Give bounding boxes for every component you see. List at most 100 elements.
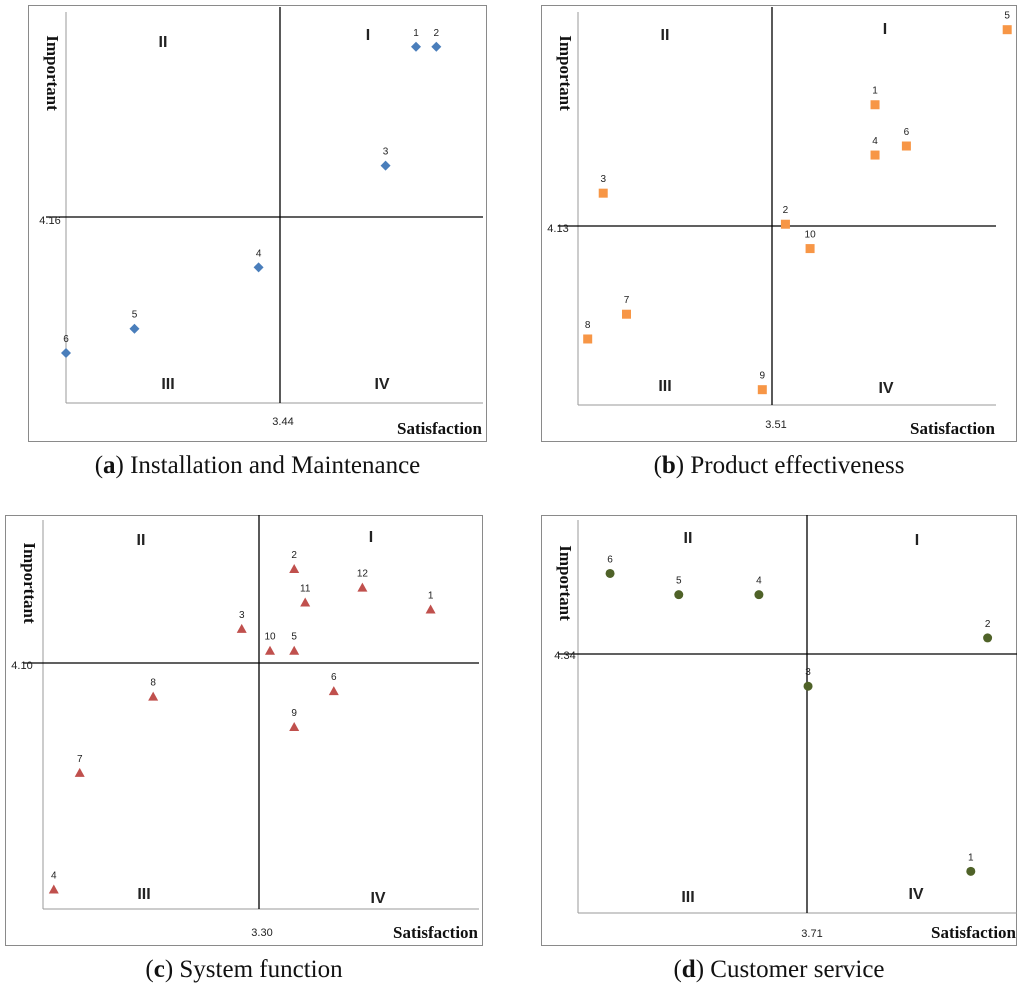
quadrant-label-iv: IV xyxy=(374,376,389,393)
panel-title: System function xyxy=(179,956,343,983)
panel-caption: (d) Customer service xyxy=(673,956,885,983)
quadrant-label-iv: IV xyxy=(908,886,923,903)
quadrant-label-ii: II xyxy=(661,27,670,44)
chart-frame xyxy=(28,5,487,442)
data-label-5: 5 xyxy=(1004,11,1010,22)
data-label-4: 4 xyxy=(756,576,762,587)
data-point-10 xyxy=(265,645,275,655)
x-threshold-label: 3.44 xyxy=(272,416,293,428)
data-label-9: 9 xyxy=(291,708,297,719)
data-point-9 xyxy=(289,721,300,731)
y-threshold-label: 4.34 xyxy=(554,650,575,662)
data-label-1: 1 xyxy=(428,590,434,601)
data-label-3: 3 xyxy=(805,667,811,678)
data-point-3 xyxy=(803,681,813,691)
quadrant-label-iv: IV xyxy=(370,890,385,907)
data-point-4 xyxy=(253,262,264,273)
data-label-5: 5 xyxy=(676,576,682,587)
quadrant-label-ii: II xyxy=(684,530,693,547)
data-label-10: 10 xyxy=(805,230,817,241)
data-label-10: 10 xyxy=(264,632,276,643)
x-threshold-label: 3.51 xyxy=(765,419,786,431)
quadrant-label-ii: II xyxy=(137,532,146,549)
y-axis-title: Important xyxy=(556,545,575,621)
y-axis-title: Important xyxy=(43,35,62,111)
data-point-6 xyxy=(901,141,911,151)
data-point-3 xyxy=(598,188,608,198)
x-axis-title: Satisfaction xyxy=(397,419,483,438)
data-point-2 xyxy=(983,633,993,643)
data-label-8: 8 xyxy=(585,320,591,331)
data-label-6: 6 xyxy=(331,672,337,683)
data-point-3 xyxy=(236,623,247,633)
data-point-11 xyxy=(300,597,311,607)
data-label-5: 5 xyxy=(132,310,138,321)
data-label-9: 9 xyxy=(760,371,766,382)
data-point-7 xyxy=(74,767,85,777)
data-point-9 xyxy=(757,385,767,395)
panel-caption: (b) Product effectiveness xyxy=(653,452,905,479)
data-label-8: 8 xyxy=(150,678,156,689)
panel-letter: b xyxy=(661,452,676,479)
data-label-7: 7 xyxy=(624,295,630,306)
data-point-6 xyxy=(328,686,339,696)
data-label-2: 2 xyxy=(291,550,297,561)
data-label-3: 3 xyxy=(383,147,389,158)
data-label-12: 12 xyxy=(357,569,369,580)
quadrant-label-i: I xyxy=(915,532,919,549)
data-point-12 xyxy=(357,582,368,592)
y-axis-title: Important xyxy=(556,35,575,111)
data-point-7 xyxy=(622,309,631,319)
panel-title: Customer service xyxy=(710,956,885,983)
data-point-10 xyxy=(805,244,815,254)
quadrant-label-iii: III xyxy=(137,886,150,903)
data-point-1 xyxy=(870,100,880,110)
panel-letter: a xyxy=(103,452,116,479)
quadrant-label-iii: III xyxy=(658,378,671,395)
data-point-4 xyxy=(48,884,59,894)
data-point-8 xyxy=(583,334,593,344)
data-point-5 xyxy=(289,645,300,655)
data-label-6: 6 xyxy=(63,334,69,345)
chart-frame xyxy=(5,515,483,946)
x-threshold-label: 3.71 xyxy=(801,928,822,940)
x-axis-title: Satisfaction xyxy=(910,419,996,438)
data-label-2: 2 xyxy=(783,205,789,216)
quadrant-label-i: I xyxy=(883,21,887,38)
y-threshold-label: 4.16 xyxy=(39,215,60,227)
data-label-3: 3 xyxy=(239,610,245,621)
data-point-5 xyxy=(674,590,684,600)
data-point-2 xyxy=(780,219,790,229)
panel-caption: (a) Installation and Maintenance xyxy=(94,452,421,479)
data-point-3 xyxy=(380,160,391,171)
quadrant-label-iii: III xyxy=(161,376,174,393)
data-label-1: 1 xyxy=(968,852,974,863)
chart-frame xyxy=(541,5,1017,442)
x-axis-title: Satisfaction xyxy=(393,923,479,942)
data-label-1: 1 xyxy=(413,28,419,39)
data-point-5 xyxy=(129,323,140,334)
data-label-1: 1 xyxy=(872,86,878,97)
data-label-2: 2 xyxy=(434,28,440,39)
quadrant-label-i: I xyxy=(366,27,370,44)
quadrant-label-ii: II xyxy=(159,34,168,51)
quadrant-label-i: I xyxy=(369,529,373,546)
data-point-5 xyxy=(1002,25,1012,35)
data-point-1 xyxy=(411,41,422,52)
data-label-2: 2 xyxy=(985,619,991,630)
y-axis-title: Importtant xyxy=(20,542,39,624)
data-label-4: 4 xyxy=(51,871,57,882)
panel-letter: d xyxy=(681,956,696,983)
chart-frame xyxy=(541,515,1017,946)
quadrant-label-iv: IV xyxy=(878,380,893,397)
data-label-11: 11 xyxy=(300,583,311,594)
data-point-6 xyxy=(605,568,615,578)
data-point-1 xyxy=(425,604,436,614)
data-label-7: 7 xyxy=(77,754,83,765)
y-threshold-label: 4.13 xyxy=(547,223,568,235)
quadrant-label-iii: III xyxy=(681,889,694,906)
